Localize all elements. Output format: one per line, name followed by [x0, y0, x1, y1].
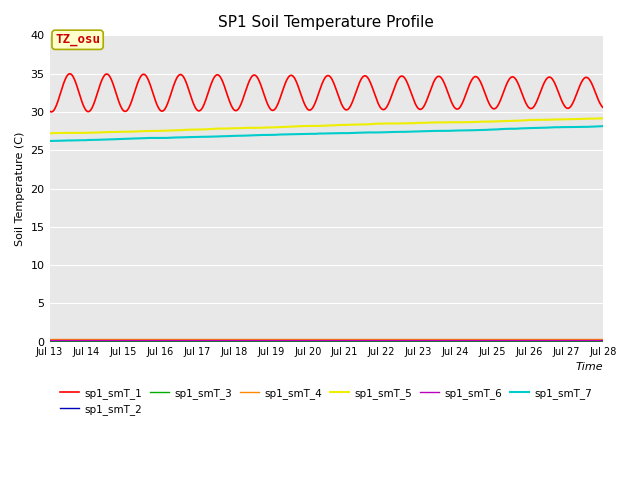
sp1_smT_4: [198, 336, 205, 342]
sp1_smT_5: [56, 130, 63, 136]
sp1_smT_4: [599, 336, 607, 342]
sp1_smT_2: [599, 337, 607, 343]
sp1_smT_2: [410, 337, 417, 343]
sp1_smT_1: [170, 81, 178, 87]
X-axis label: Time: Time: [575, 362, 603, 372]
sp1_smT_5: [410, 120, 417, 126]
sp1_smT_3: [56, 337, 63, 343]
sp1_smT_1: [56, 91, 64, 96]
Line: sp1_smT_5: sp1_smT_5: [49, 119, 603, 133]
Line: sp1_smT_7: sp1_smT_7: [49, 126, 603, 141]
sp1_smT_7: [599, 123, 607, 129]
sp1_smT_3: [599, 337, 607, 343]
sp1_smT_6: [410, 337, 417, 343]
sp1_smT_4: [410, 336, 417, 342]
sp1_smT_6: [394, 337, 401, 343]
sp1_smT_5: [113, 129, 120, 135]
sp1_smT_7: [410, 129, 417, 134]
sp1_smT_1: [45, 108, 53, 114]
sp1_smT_3: [394, 337, 401, 343]
sp1_smT_5: [45, 131, 53, 136]
Legend: sp1_smT_1, sp1_smT_2, sp1_smT_3, sp1_smT_4, sp1_smT_5, sp1_smT_6, sp1_smT_7: sp1_smT_1, sp1_smT_2, sp1_smT_3, sp1_smT…: [56, 384, 596, 419]
sp1_smT_5: [599, 116, 607, 121]
sp1_smT_7: [169, 135, 177, 141]
sp1_smT_3: [45, 337, 53, 343]
sp1_smT_1: [395, 75, 403, 81]
sp1_smT_1: [599, 105, 607, 110]
sp1_smT_2: [56, 337, 63, 343]
sp1_smT_2: [45, 337, 53, 343]
sp1_smT_2: [394, 337, 401, 343]
sp1_smT_6: [198, 337, 205, 343]
sp1_smT_5: [394, 120, 401, 126]
sp1_smT_4: [56, 336, 63, 342]
sp1_smT_4: [394, 336, 401, 342]
Title: SP1 Soil Temperature Profile: SP1 Soil Temperature Profile: [218, 15, 434, 30]
sp1_smT_1: [114, 96, 122, 102]
sp1_smT_6: [599, 337, 607, 343]
sp1_smT_5: [198, 127, 205, 132]
sp1_smT_6: [169, 337, 177, 343]
Text: TZ_osu: TZ_osu: [55, 33, 100, 46]
sp1_smT_4: [113, 336, 120, 342]
sp1_smT_7: [113, 136, 120, 142]
sp1_smT_1: [66, 71, 74, 77]
sp1_smT_3: [198, 337, 205, 343]
Line: sp1_smT_1: sp1_smT_1: [49, 74, 603, 112]
sp1_smT_6: [45, 337, 53, 343]
Y-axis label: Soil Temperature (C): Soil Temperature (C): [15, 132, 25, 246]
sp1_smT_3: [410, 337, 417, 343]
sp1_smT_7: [45, 138, 53, 144]
sp1_smT_6: [56, 337, 63, 343]
sp1_smT_4: [45, 336, 53, 342]
sp1_smT_7: [394, 129, 401, 135]
sp1_smT_6: [113, 337, 120, 343]
sp1_smT_7: [198, 134, 205, 140]
sp1_smT_3: [113, 337, 120, 343]
sp1_smT_3: [169, 337, 177, 343]
sp1_smT_2: [169, 337, 177, 343]
sp1_smT_7: [56, 138, 63, 144]
sp1_smT_2: [113, 337, 120, 343]
sp1_smT_1: [200, 103, 207, 108]
sp1_smT_4: [169, 336, 177, 342]
sp1_smT_1: [47, 109, 55, 115]
sp1_smT_2: [198, 337, 205, 343]
sp1_smT_5: [169, 128, 177, 133]
sp1_smT_1: [412, 100, 419, 106]
